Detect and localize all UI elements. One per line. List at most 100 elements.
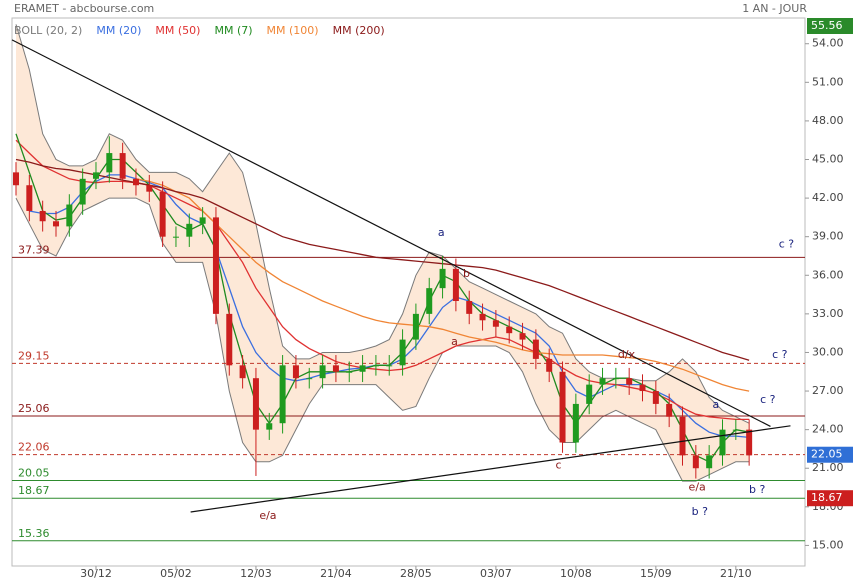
candle-body [66, 204, 73, 227]
y-tick-label: 33.00 [812, 307, 844, 320]
candle-body [439, 268, 446, 289]
candle-body [639, 384, 646, 392]
candle-body [186, 223, 193, 237]
x-tick-label: 05/02 [160, 567, 192, 580]
candle-body [599, 378, 606, 385]
y-tick-label: 48.00 [812, 114, 844, 127]
candle-body [13, 172, 19, 186]
y-tick-label: 21.00 [812, 461, 844, 474]
trendline [190, 425, 791, 513]
candle-body [572, 403, 579, 443]
price-marker-label: 22.05 [811, 448, 843, 461]
candle-body [386, 365, 393, 367]
x-tick-label: 03/07 [480, 567, 512, 580]
candle-body [466, 301, 473, 314]
price-marker [807, 490, 853, 507]
candle-body [106, 153, 113, 173]
level-label: 22.06 [18, 441, 50, 454]
price-marker-label: 18.67 [811, 491, 843, 504]
wave-label: c ? [772, 348, 788, 361]
candle-body [719, 429, 726, 456]
candle-body [239, 365, 246, 379]
x-tick-label: 21/10 [720, 567, 752, 580]
candle-body [426, 288, 433, 314]
x-tick-label: 15/09 [640, 567, 672, 580]
legend-entry: MM (200) [333, 24, 385, 37]
wave-label: b ? [692, 505, 708, 518]
period: 1 AN - JOUR [742, 2, 807, 15]
candle-body [79, 178, 86, 205]
wave-label: c ? [779, 237, 795, 250]
legend-entry: MM (7) [214, 24, 252, 37]
moving-average [135, 178, 750, 392]
x-tick-label: 28/05 [400, 567, 432, 580]
candle-body [492, 320, 499, 327]
candle-body [506, 326, 513, 334]
bollinger-fill [16, 24, 750, 482]
candle-body [172, 236, 179, 238]
candle-body [346, 371, 353, 373]
candle-body [626, 378, 633, 385]
candle-body [332, 365, 339, 372]
candle-body [519, 333, 526, 340]
legend-entry: MM (20) [96, 24, 141, 37]
wave-label: a [712, 398, 719, 411]
legend-entry: MM (50) [155, 24, 200, 37]
wave-label: a [438, 226, 445, 239]
y-tick-label: 27.00 [812, 384, 844, 397]
y-tick-label: 39.00 [812, 230, 844, 243]
candle-body [706, 455, 713, 469]
y-tick-label: 36.00 [812, 268, 844, 281]
candle-body [359, 365, 366, 372]
y-tick-label: 42.00 [812, 191, 844, 204]
candle-body [399, 339, 406, 366]
y-tick-label: 30.00 [812, 345, 844, 358]
price-marker [807, 446, 853, 463]
candle-body [92, 172, 99, 179]
level-label: 25.06 [18, 402, 50, 415]
candle-body [39, 210, 46, 222]
candle-body [146, 185, 153, 192]
wave-label: b ? [749, 483, 765, 496]
candle-body [159, 191, 166, 237]
candle-body [479, 313, 486, 321]
price-marker [807, 18, 853, 34]
candle-body [666, 403, 673, 417]
candle-body [586, 384, 593, 404]
candle-body [26, 185, 33, 211]
x-tick-label: 12/03 [240, 567, 272, 580]
level-label: 29.15 [18, 349, 50, 362]
wave-label: a [451, 335, 458, 348]
legend-entry: MM (100) [267, 24, 319, 37]
wave-label: d/x [618, 348, 636, 361]
wave-label: e/a [259, 509, 276, 522]
wave-label: c ? [760, 393, 776, 406]
candle-body [292, 365, 299, 379]
y-tick-label: 15.00 [812, 538, 844, 551]
plot-frame [11, 17, 806, 567]
candle-body [412, 313, 419, 340]
legend-entry: BOLL (20, 2) [14, 24, 82, 37]
candle-body [252, 378, 259, 430]
x-tick-label: 30/12 [80, 567, 112, 580]
candle-body [546, 358, 553, 372]
trendline [11, 39, 771, 427]
wave-label: b [463, 267, 470, 280]
candle-body [212, 217, 219, 314]
candle-body [452, 268, 459, 302]
candle-body [612, 378, 619, 380]
candle-body [279, 365, 286, 424]
candle-body [652, 391, 659, 404]
candle-body [199, 217, 206, 224]
candle-body [732, 429, 739, 431]
level-label: 18.67 [18, 484, 50, 497]
y-tick-label: 45.00 [812, 153, 844, 166]
candle-body [679, 416, 686, 456]
y-tick-label: 24.00 [812, 423, 844, 436]
candle-body [132, 178, 139, 186]
candle-body [319, 365, 326, 379]
chart-title: ERAMET - abcbourse.com [14, 2, 154, 15]
candle-body [52, 221, 59, 227]
candle-body [559, 371, 566, 443]
